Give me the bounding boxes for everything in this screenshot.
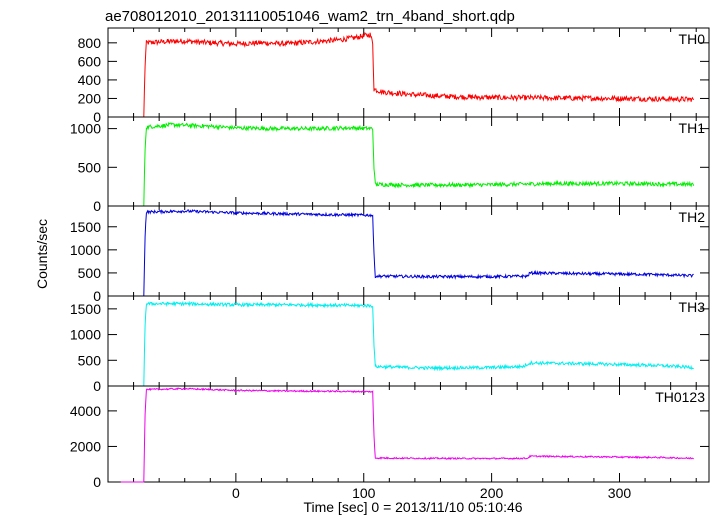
series-line xyxy=(120,122,695,207)
y-tick-label: 500 xyxy=(78,159,102,175)
series-line xyxy=(120,387,694,483)
y-tick-label: 1500 xyxy=(70,301,101,317)
chart-title: ae708012010_20131110051046_wam2_trn_4ban… xyxy=(105,8,515,25)
y-tick-label: 400 xyxy=(78,72,102,88)
y-tick-label: 500 xyxy=(78,352,102,368)
series-label: TH0123 xyxy=(655,389,705,405)
x-tick-label: 200 xyxy=(480,485,504,501)
y-tick-label: 500 xyxy=(78,265,102,281)
y-tick-label: 1000 xyxy=(70,242,101,258)
panel-frame xyxy=(107,295,710,387)
y-tick-label: 0 xyxy=(93,109,101,125)
y-tick-label: 1000 xyxy=(70,121,101,137)
series-label: TH1 xyxy=(679,120,706,136)
panel-th2: 0 500 1000 1500 TH2 xyxy=(70,205,710,304)
x-tick-label: 100 xyxy=(352,485,376,501)
y-tick-label: 1000 xyxy=(70,327,101,343)
y-tick-label: 2000 xyxy=(70,438,101,454)
y-tick-label: 800 xyxy=(78,35,102,51)
y-axis-label: Counts/sec xyxy=(34,219,50,289)
panel-frame xyxy=(107,205,710,297)
panel-th3: 0 500 1000 1500 TH3 xyxy=(70,295,710,394)
y-tick-label: 0 xyxy=(93,288,101,304)
x-tick-label: 0 xyxy=(232,485,240,501)
series-line xyxy=(120,300,694,387)
panel-th0: 0 200 400 600 800 TH0 xyxy=(78,27,710,125)
series-line xyxy=(120,208,694,297)
series-label: TH2 xyxy=(679,209,706,225)
panel-frame xyxy=(107,385,710,483)
series-label: TH3 xyxy=(679,299,706,315)
series-line xyxy=(120,32,695,118)
series-label: TH0 xyxy=(679,31,706,47)
y-tick-label: 200 xyxy=(78,90,102,106)
y-tick-label: 4000 xyxy=(70,403,101,419)
x-axis-label: Time [sec] 0 = 2013/11/10 05:10:46 xyxy=(303,499,522,515)
y-tick-label: 1500 xyxy=(70,219,101,235)
y-tick-label: 0 xyxy=(93,378,101,394)
y-tick-label: 0 xyxy=(93,474,101,490)
x-tick-label: 300 xyxy=(608,485,632,501)
y-tick-label: 0 xyxy=(93,198,101,214)
panel-frame xyxy=(107,116,710,207)
panel-th1: 0 500 1000 TH1 xyxy=(70,116,710,214)
y-tick-label: 600 xyxy=(78,53,102,69)
panel-th0123: 0 2000 4000 0 100 200 300 TH0123 xyxy=(70,385,710,501)
